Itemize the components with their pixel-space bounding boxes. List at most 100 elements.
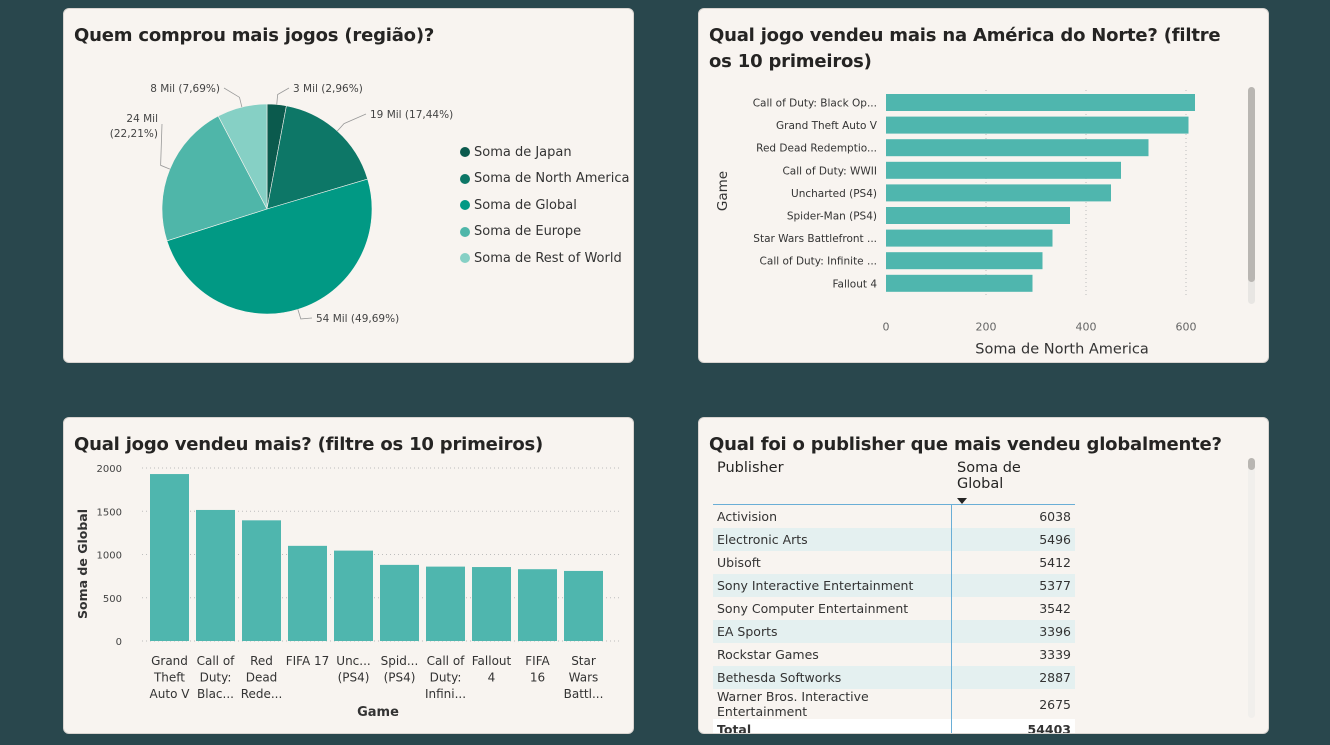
legend-marker-icon <box>460 226 470 237</box>
legend-item[interactable]: Soma de North America <box>460 166 629 193</box>
publisher-cell: Electronic Arts <box>713 528 951 551</box>
legend-item[interactable]: Soma de Rest of World <box>460 245 629 272</box>
category-label: Spid... <box>381 654 419 668</box>
y-tick-label: 1500 <box>97 507 122 518</box>
category-label: Call of <box>427 654 466 668</box>
table-row[interactable]: Warner Bros. Interactive Entertainment 26… <box>713 689 1075 719</box>
global-games-card: Qual jogo vendeu mais? (filtre os 10 pri… <box>63 417 634 734</box>
scrollbar-thumb[interactable] <box>1248 458 1255 470</box>
pie-data-label: 3 Mil (2,96%) <box>293 83 363 95</box>
category-label: Call of Duty: Infinite ... <box>760 256 877 268</box>
bar <box>150 474 189 641</box>
category-label: Theft <box>153 671 185 685</box>
table-row[interactable]: Sony Interactive Entertainment 5377 <box>713 574 1075 597</box>
category-label: Fallout <box>472 654 512 668</box>
north-america-scrollbar[interactable] <box>1248 87 1255 304</box>
column-header-publisher[interactable]: Publisher <box>713 456 951 505</box>
global-sales-cell: 3542 <box>950 597 1075 620</box>
x-tick-label: 200 <box>976 320 997 333</box>
legend-item[interactable]: Soma de Europe <box>460 219 629 246</box>
legend-marker-icon <box>460 253 470 264</box>
category-label: Wars <box>569 671 599 685</box>
category-label: Red Dead Redemptio... <box>756 143 877 155</box>
sort-descending-icon[interactable] <box>957 498 967 504</box>
pie-leader-line <box>297 309 313 320</box>
scrollbar-thumb[interactable] <box>1248 87 1255 282</box>
category-label: Call of Duty: Black Op... <box>753 98 877 110</box>
category-label: 4 <box>488 671 496 685</box>
x-axis-label: Game <box>357 705 399 720</box>
legend-marker-icon <box>460 147 470 158</box>
total-label: Total <box>713 719 951 733</box>
category-label: Spider-Man (PS4) <box>787 211 877 223</box>
column-header-global[interactable]: Soma de Global <box>951 456 1075 505</box>
category-label: Rede... <box>241 687 283 701</box>
global-sales-cell: 5496 <box>950 528 1075 551</box>
category-label: Call of Duty: WWII <box>782 165 877 177</box>
global-sales-cell: 3339 <box>950 643 1075 666</box>
category-label: Fallout 4 <box>832 278 877 290</box>
bar <box>426 566 465 641</box>
pie-leader-line <box>223 87 243 108</box>
category-label: Red <box>250 654 273 668</box>
publisher-cell: Sony Computer Entertainment <box>717 601 909 616</box>
y-tick-label: 500 <box>103 594 122 605</box>
pie-data-label: 54 Mil (49,69%) <box>316 313 399 325</box>
column-header-label: Publisher <box>717 460 784 476</box>
region-legend: Soma de Japan Soma de North America Soma d… <box>460 139 629 272</box>
column-header-label: Soma de Global <box>957 460 1021 492</box>
y-tick-label: 2000 <box>97 464 122 475</box>
legend-label: Soma de Global <box>474 197 577 213</box>
bar <box>886 184 1111 202</box>
north-america-bar-chart: Call of Duty: Black Op... Grand Theft Aut… <box>715 90 1197 357</box>
total-row: Total 54403 <box>713 719 1075 733</box>
category-label: Duty: <box>430 671 462 685</box>
category-label: Infini... <box>425 687 466 701</box>
pie-data-label: 19 Mil (17,44%) <box>370 109 453 121</box>
category-label: Duty: <box>200 671 232 685</box>
category-label: Star Wars Battlefront ... <box>753 233 877 245</box>
category-label: Call of <box>197 654 236 668</box>
pie-data-label: 8 Mil (7,69%) <box>150 83 220 95</box>
bar <box>242 520 281 641</box>
publisher-cell: Ubisoft <box>717 555 761 570</box>
pie-data-label: 24 Mil <box>126 113 158 125</box>
legend-label: Soma de Japan <box>474 144 572 160</box>
bar <box>518 569 557 641</box>
legend-label: Soma de Europe <box>474 224 582 240</box>
region-pie-card: Quem comprou mais jogos (região)? 3 Mil … <box>63 8 634 363</box>
bar <box>886 94 1195 111</box>
legend-marker-icon <box>460 200 470 211</box>
y-tick-label: 0 <box>116 637 122 648</box>
category-label: Grand Theft Auto V <box>776 120 878 132</box>
table-row[interactable]: EA Sports 3396 <box>713 620 1075 643</box>
table-row[interactable]: Activision 6038 <box>713 504 1075 528</box>
table-row[interactable]: Rockstar Games 3339 <box>713 643 1075 666</box>
category-label: FIFA <box>525 654 550 668</box>
bar <box>886 229 1053 247</box>
global-sales-cell: 5412 <box>950 551 1075 574</box>
north-america-card: Qual jogo vendeu mais na América do Nort… <box>698 8 1269 363</box>
legend-item[interactable]: Soma de Japan <box>460 139 629 166</box>
publisher-scrollbar[interactable] <box>1248 458 1255 718</box>
global-sales-cell: 2675 <box>950 689 1075 719</box>
category-label: 16 <box>530 671 545 685</box>
table-row[interactable]: Electronic Arts 5496 <box>713 528 1075 551</box>
bar <box>886 116 1189 134</box>
publisher-cell: Warner Bros. Interactive Entertainment <box>717 689 869 719</box>
table-row[interactable]: Bethesda Softworks 2887 <box>713 666 1075 689</box>
region-card-title: Quem comprou mais jogos (região)? <box>74 25 435 46</box>
bar <box>886 274 1033 292</box>
global-games-card-title: Qual jogo vendeu mais? (filtre os 10 pri… <box>74 434 544 455</box>
table-row[interactable]: Sony Computer Entertainment 3542 <box>713 597 1075 620</box>
legend-item[interactable]: Soma de Global <box>460 192 629 219</box>
bar <box>196 509 235 641</box>
bar <box>564 570 603 641</box>
category-label: Unc... <box>336 654 370 668</box>
bar <box>886 161 1121 179</box>
bar <box>472 567 511 641</box>
table-row[interactable]: Ubisoft 5412 <box>713 551 1075 574</box>
region-pie-chart: 3 Mil (2,96%) 19 Mil (17,44%) 54 Mil (49,6… <box>110 83 453 325</box>
global-sales-cell: 6038 <box>950 504 1075 528</box>
publisher-cell: Sony Interactive Entertainment <box>713 574 951 597</box>
